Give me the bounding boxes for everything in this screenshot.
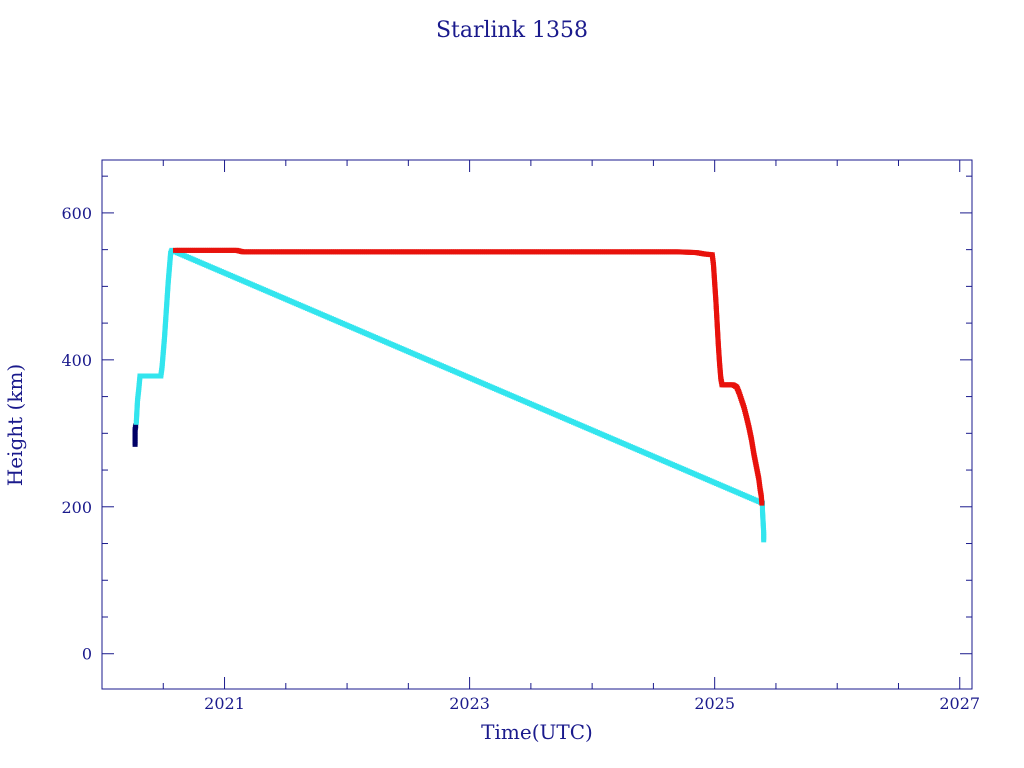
data-point	[133, 423, 139, 429]
y-tick-label: 0	[82, 645, 92, 664]
data-point	[761, 537, 767, 543]
x-tick-label: 2025	[694, 694, 735, 713]
x-tick-label: 2023	[449, 694, 490, 713]
y-tick-label: 400	[61, 351, 92, 370]
chart-title: Starlink 1358	[436, 18, 588, 43]
axis-ticks	[102, 160, 972, 689]
data-points	[132, 247, 767, 543]
plot-frame	[101, 159, 973, 690]
y-tick-label: 200	[61, 498, 92, 517]
x-tick-label: 2027	[939, 694, 980, 713]
y-tick-label: 600	[61, 204, 92, 223]
x-tick-labels: 2021 2023 2025 2027	[204, 694, 980, 713]
x-axis-label: Time(UTC)	[481, 720, 593, 744]
y-axis-label: Height (km)	[3, 364, 27, 486]
x-tick-label: 2021	[204, 694, 245, 713]
y-tick-labels: 0 200 400 600	[61, 204, 92, 664]
data-point	[759, 500, 765, 506]
